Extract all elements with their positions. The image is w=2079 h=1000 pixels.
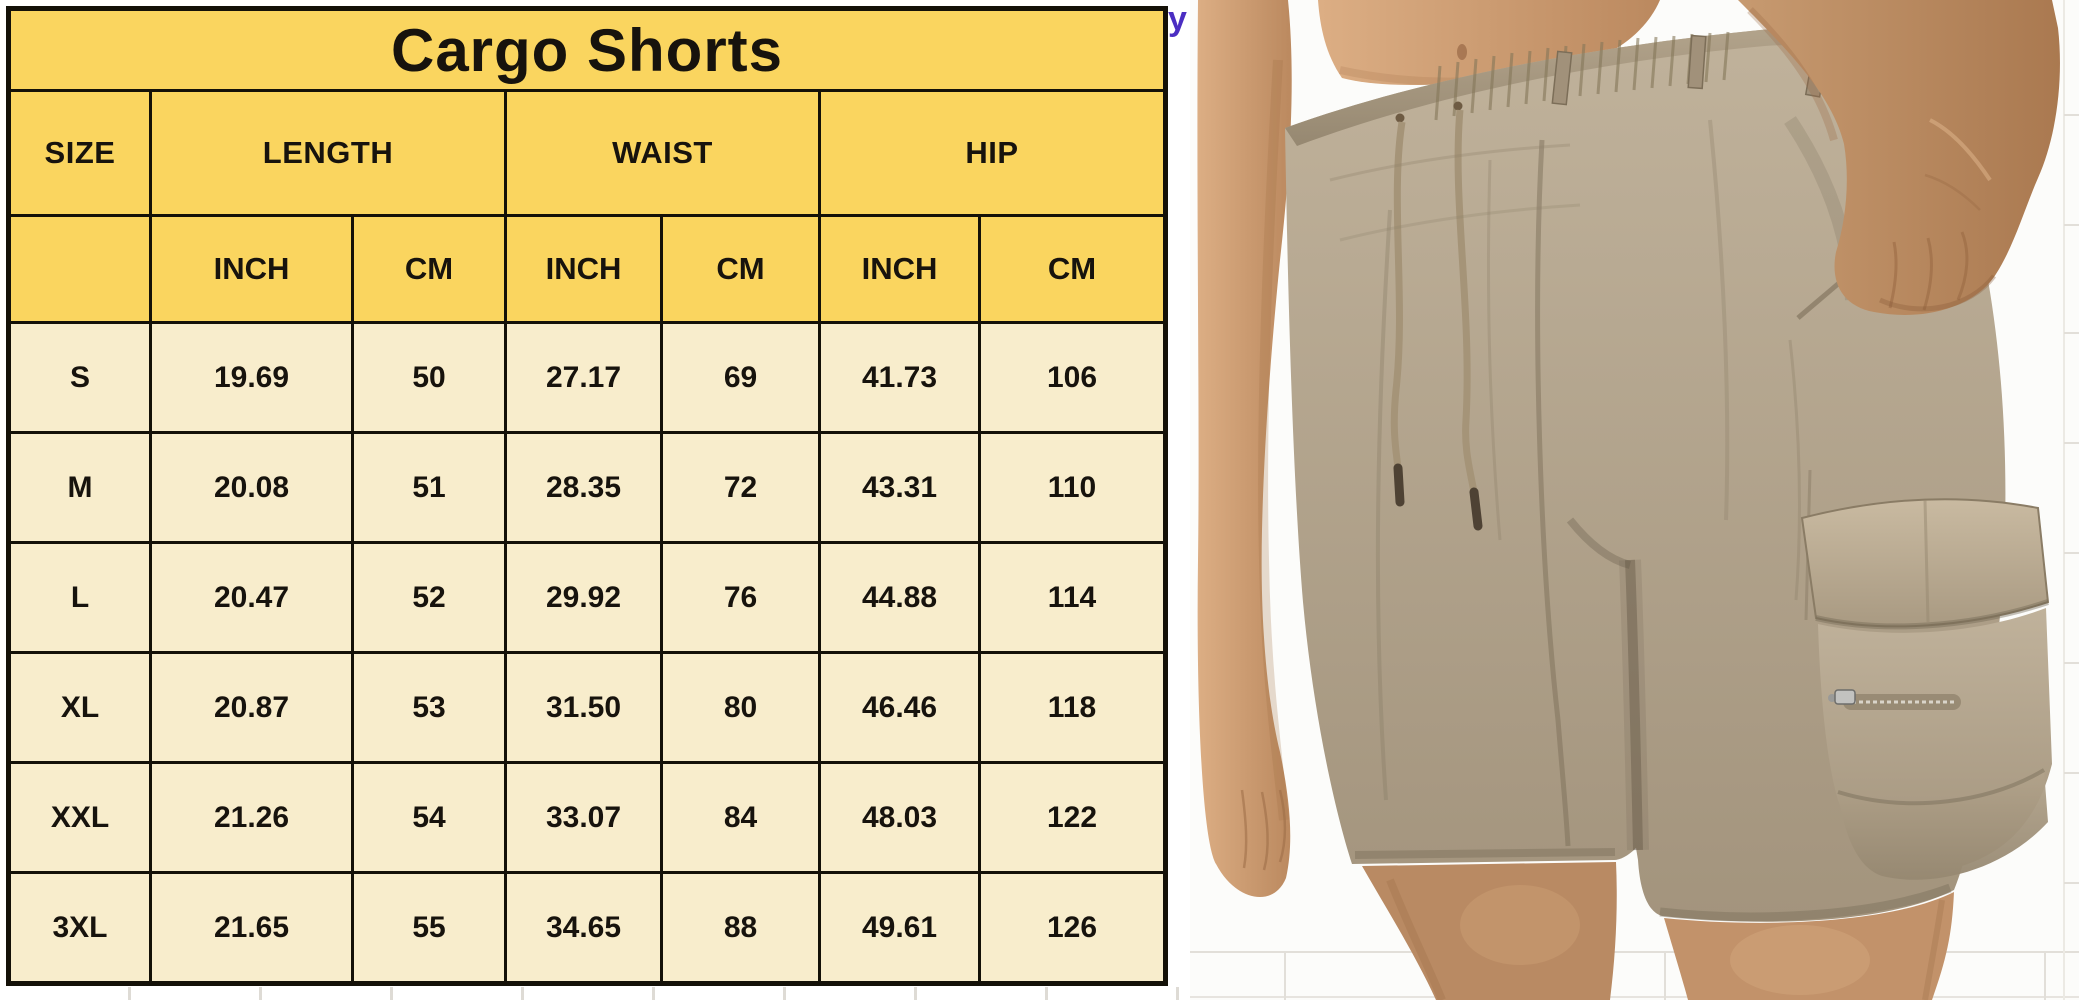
spreadsheet-gridlines — [0, 987, 1190, 1000]
size-chart-table: Cargo Shorts SIZE LENGTH WAIST HIP INCH CM INCH… — [6, 6, 1169, 986]
pocket-flap — [1800, 498, 2050, 628]
value-cell: 88 — [660, 871, 821, 985]
value-cell: 76 — [660, 541, 821, 654]
unit-header-inch: INCH — [504, 214, 663, 324]
chart-title: Cargo Shorts — [6, 7, 1168, 92]
size-cell: XL — [7, 651, 152, 764]
value-cell: 41.73 — [818, 321, 981, 434]
value-cell: 84 — [660, 761, 821, 874]
table-row: 3XL 21.65 55 34.65 88 49.61 126 — [7, 871, 1168, 985]
value-cell: 20.47 — [149, 541, 354, 654]
value-cell: 50 — [351, 321, 507, 434]
size-cell: 3XL — [7, 871, 152, 985]
value-cell: 21.26 — [149, 761, 354, 874]
pocket-lower-flap — [1838, 770, 2048, 880]
value-cell: 72 — [660, 431, 821, 544]
value-cell: 52 — [351, 541, 507, 654]
column-group-hip: HIP — [817, 89, 1168, 217]
table-row: XXL 21.26 54 33.07 84 48.03 122 — [7, 761, 1168, 874]
value-cell: 20.87 — [149, 651, 354, 764]
value-cell: 126 — [977, 871, 1168, 985]
right-hem — [1659, 883, 1952, 922]
unit-header-cm: CM — [660, 214, 821, 324]
unit-header-inch: INCH — [149, 214, 354, 324]
unit-header-cm: CM — [351, 214, 507, 324]
navel — [1457, 44, 1467, 60]
value-cell: 31.50 — [504, 651, 663, 764]
left-hem — [1354, 848, 1616, 859]
zipper-pull-icon — [1834, 689, 1856, 705]
drawstring-tip — [1393, 463, 1405, 507]
drawstring-tip — [1469, 487, 1483, 531]
model-right-arm-hand-in-pocket — [1738, 0, 2060, 315]
value-cell: 33.07 — [504, 761, 663, 874]
value-cell: 46.46 — [818, 651, 981, 764]
unit-header-cm: CM — [977, 214, 1168, 324]
value-cell: 80 — [660, 651, 821, 764]
value-cell: 54 — [351, 761, 507, 874]
value-cell: 118 — [977, 651, 1168, 764]
cargo-shorts-photo — [1190, 0, 2079, 1000]
size-cell: M — [7, 431, 152, 544]
value-cell: 43.31 — [818, 431, 981, 544]
header-row: SIZE LENGTH WAIST HIP — [7, 89, 1168, 217]
finger-lines — [1888, 231, 1969, 311]
value-cell: 21.65 — [149, 871, 354, 985]
size-cell: XXL — [7, 761, 152, 874]
unit-row: INCH CM INCH CM INCH CM — [7, 214, 1168, 324]
value-cell: 28.35 — [504, 431, 663, 544]
stray-letter: y — [1168, 0, 1187, 38]
value-cell: 122 — [977, 761, 1168, 874]
zipper — [1828, 689, 1961, 710]
cargo-pocket — [1800, 469, 2052, 880]
value-cell: 34.65 — [504, 871, 663, 985]
value-cell: 110 — [977, 431, 1168, 544]
value-cell: 55 — [351, 871, 507, 985]
value-cell: 48.03 — [818, 761, 981, 874]
model-legs — [1362, 862, 1954, 1000]
value-cell: 51 — [351, 431, 507, 544]
value-cell: 27.17 — [504, 321, 663, 434]
column-group-waist: WAIST — [504, 89, 821, 217]
drawstrings — [1390, 101, 1483, 531]
table-row: M 20.08 51 28.35 72 43.31 110 — [7, 431, 1168, 544]
model-left-arm — [1197, 0, 1292, 898]
value-cell: 29.92 — [504, 541, 663, 654]
value-cell: 69 — [660, 321, 821, 434]
value-cell: 44.88 — [818, 541, 981, 654]
value-cell: 114 — [977, 541, 1168, 654]
unit-header-inch: INCH — [818, 214, 981, 324]
cargo-shorts — [1285, 28, 2052, 922]
column-group-length: LENGTH — [149, 89, 507, 217]
table-row: L 20.47 52 29.92 76 44.88 114 — [7, 541, 1168, 654]
value-cell: 106 — [977, 321, 1168, 434]
size-cell: L — [7, 541, 152, 654]
value-cell: 19.69 — [149, 321, 354, 434]
table-row: XL 20.87 53 31.50 80 46.46 118 — [7, 651, 1168, 764]
column-group-size: SIZE — [7, 89, 152, 217]
size-cell: S — [7, 321, 152, 434]
value-cell: 49.61 — [818, 871, 981, 985]
empty-cell — [7, 214, 152, 324]
value-cell: 53 — [351, 651, 507, 764]
value-cell: 20.08 — [149, 431, 354, 544]
size-chart: Cargo Shorts SIZE LENGTH WAIST HIP INCH CM INCH… — [6, 0, 1187, 986]
product-photo — [1190, 0, 2079, 1000]
table-row: S 19.69 50 27.17 69 41.73 106 — [7, 321, 1168, 434]
